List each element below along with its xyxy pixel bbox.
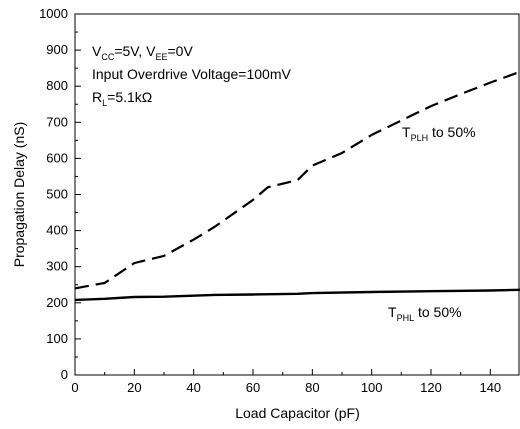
y-tick-label: 1000 (39, 6, 68, 21)
vcc-vee-label: VCC=5V, VEE=0V (92, 43, 193, 62)
x-tick-label: 120 (420, 380, 442, 395)
y-tick-label: 200 (46, 295, 68, 310)
y-tick-label: 700 (46, 114, 68, 129)
x-axis-title: Load Capacitor (pF) (235, 405, 360, 421)
y-tick-label: 100 (46, 331, 68, 346)
y-tick-label: 0 (61, 367, 68, 382)
tplh-series-label: TPLH to 50% (402, 124, 476, 143)
conditions-annotation: VCC=5V, VEE=0V Input Overdrive Voltage=1… (92, 43, 292, 108)
x-tick-label: 20 (127, 380, 141, 395)
series-line-tphl (74, 288, 520, 302)
y-tick-label: 400 (46, 223, 68, 238)
y-tick-label: 900 (46, 42, 68, 57)
overdrive-label: Input Overdrive Voltage=100mV (92, 66, 292, 82)
x-tick-label: 0 (71, 380, 78, 395)
x-tick-label: 40 (186, 380, 200, 395)
y-tick-label: 500 (46, 187, 68, 202)
y-axis-title: Propagation Delay (nS) (11, 122, 27, 268)
y-tick-label: 600 (46, 150, 68, 165)
y-tick-label: 300 (46, 259, 68, 274)
x-tick-label: 100 (361, 380, 383, 395)
rl-label: RL=5.1kΩ (92, 89, 152, 108)
x-tick-label: 60 (246, 380, 260, 395)
series-line-tplh (74, 70, 520, 290)
x-tick-label: 140 (479, 380, 501, 395)
x-tick-label: 80 (305, 380, 319, 395)
y-tick-label: 800 (46, 78, 68, 93)
tphl-series-label: TPHL to 50% (388, 304, 462, 323)
